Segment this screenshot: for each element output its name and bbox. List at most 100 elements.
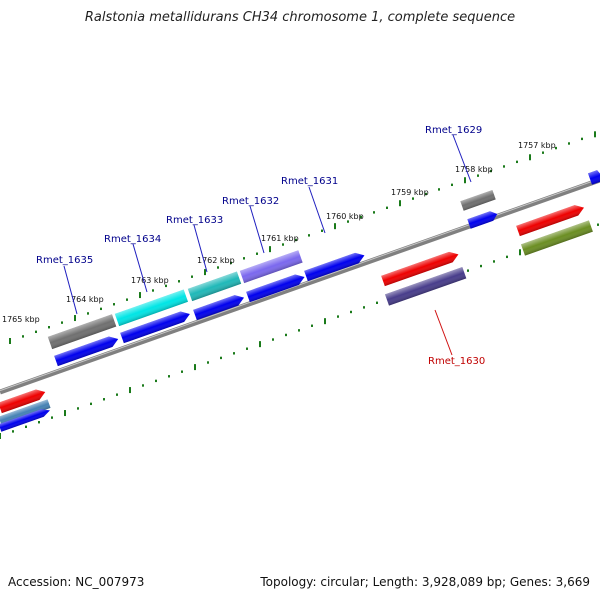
feature-blue-lower-3[interactable] [193,292,246,321]
minor-tick [243,257,245,260]
minor-tick [116,393,118,396]
tick-label-1758: 1758 kbp [455,165,493,174]
leader-rmet-1630 [434,309,453,356]
feature-shading [516,205,585,237]
minor-tick [90,402,92,406]
feature-shading [114,289,188,327]
minor-tick [35,330,37,334]
minor-tick [181,370,183,373]
minor-tick [103,398,105,401]
minor-tick [87,312,89,315]
backbone-line [0,177,600,395]
feature-shading [239,250,303,284]
tick-label-1765: 1765 kbp [2,315,40,324]
feature-blue-left[interactable] [0,407,51,432]
feature-blue-upper-1[interactable] [304,250,366,282]
major-tick [529,154,531,161]
major-tick [594,131,596,138]
feature-red-right[interactable] [516,202,586,237]
feature-steelblue-left[interactable] [0,399,51,426]
feature-teal-upper[interactable] [187,271,242,302]
minor-tick [48,326,50,329]
minor-tick [152,289,154,292]
minor-tick [113,303,115,306]
gene-label-rmet-1635[interactable]: Rmet_1635 [36,255,93,266]
feature-red-left[interactable] [0,387,47,414]
feature-shading [304,252,365,282]
minor-tick [142,384,144,387]
tick-label-1761: 1761 kbp [261,234,299,243]
tick-rail-lower [0,223,599,439]
minor-tick [168,375,170,378]
minor-tick [246,347,248,350]
feature-olive-right[interactable] [521,220,593,256]
accession-text: Accession: NC_007973 [8,575,145,589]
backbone [0,177,600,395]
feature-shading [193,295,245,321]
feature-red-center[interactable] [381,249,460,287]
minor-tick [155,379,157,383]
map-title: Ralstonia metallidurans CH34 chromosome … [84,10,516,25]
major-tick [64,410,66,417]
minor-tick [285,333,287,337]
leader-rmet-1634 [132,243,148,293]
minor-tick [220,356,222,360]
minor-tick [100,307,102,311]
minor-tick [516,160,518,164]
gene-label-rmet-1630[interactable]: Rmet_1630 [428,356,485,367]
gene-label-rmet-1629[interactable]: Rmet_1629 [425,125,482,136]
minor-tick [493,260,495,263]
gene-label-rmet-1632[interactable]: Rmet_1632 [222,196,279,207]
feature-cyan-upper[interactable] [114,289,188,327]
feature-blue-lower-1[interactable] [54,334,120,367]
tick-labels: 1765 kbp 1764 kbp 1763 kbp 1762 kbp 1761… [2,141,556,324]
feature-shading [47,314,117,350]
feature-blue-right-small[interactable] [467,209,499,229]
feature-shading [54,336,119,367]
minor-tick [597,223,599,226]
minor-tick [581,137,583,141]
tick-label-1764: 1764 kbp [66,295,104,304]
minor-tick [438,188,440,191]
major-tick [399,200,401,207]
major-tick [129,387,131,394]
feature-gray-upper-1[interactable] [47,314,117,350]
feature-shading [467,211,498,229]
minor-tick [360,215,362,219]
gene-features [0,169,600,432]
minor-tick [568,142,570,145]
tick-label-1762: 1762 kbp [197,256,235,265]
minor-tick [230,261,232,265]
minor-tick [233,352,235,355]
leader-rmet-1629 [452,134,472,183]
feature-gray-upper-2[interactable] [460,189,496,211]
minor-tick [295,238,297,242]
minor-tick [506,255,508,259]
minor-tick [77,407,79,410]
feature-blue-lower-4[interactable] [246,272,306,303]
feature-shading [385,267,467,306]
feature-blue-edge[interactable] [588,169,600,185]
minor-tick [256,252,258,255]
minor-tick [165,284,167,288]
feature-blue-lower-2[interactable] [120,309,192,344]
feature-slateblue-upper[interactable] [239,250,303,284]
minor-tick [272,338,274,341]
tick-label-1759: 1759 kbp [391,188,429,197]
major-tick [74,315,76,322]
tick-rail-upper [9,131,596,344]
minor-tick [207,361,209,364]
leader-rmet-1631 [308,186,326,234]
minor-tick [350,310,352,314]
minor-tick [22,335,24,338]
gene-label-rmet-1631[interactable]: Rmet_1631 [281,176,338,187]
feature-shading [0,389,46,414]
minor-tick [337,315,339,318]
major-tick [334,223,336,230]
gene-label-rmet-1633[interactable]: Rmet_1633 [166,215,223,226]
gene-label-rmet-1634[interactable]: Rmet_1634 [104,234,161,245]
feature-darkslate-center[interactable] [385,267,467,306]
feature-shading [381,251,459,287]
minor-tick [282,243,284,246]
